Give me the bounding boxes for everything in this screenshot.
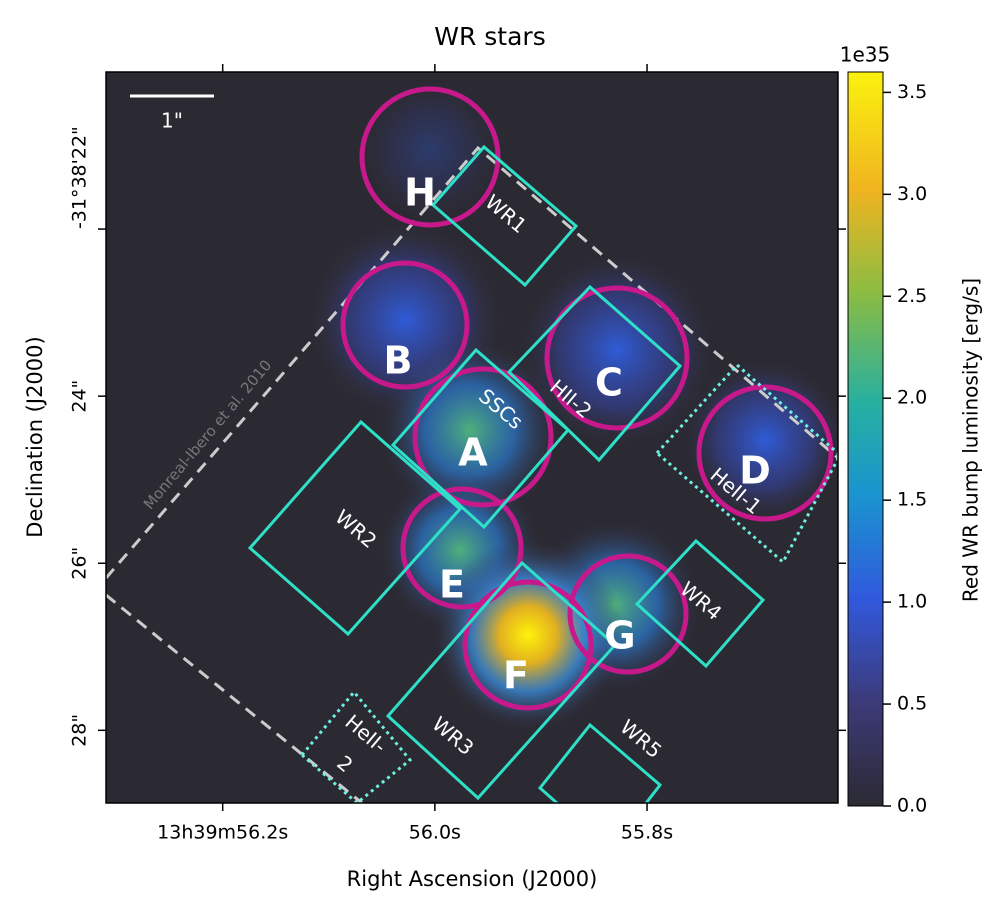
colorbar-tick-label: 1.5 <box>897 489 927 511</box>
colorbar-tick-label: 0.0 <box>897 795 927 817</box>
colorbar-tick-label: 1.0 <box>897 591 927 613</box>
y-tick-label: 24" <box>69 380 91 413</box>
scale-bar-label: 1" <box>161 109 183 133</box>
colorbar-tick-label: 2.0 <box>897 387 927 409</box>
x-tick-label: 13h39m56.2s <box>157 822 288 844</box>
chart-title: WR stars <box>434 22 546 51</box>
region-label: G <box>604 614 635 658</box>
colorbar-tick-label: 2.5 <box>897 285 927 307</box>
region-label: H <box>404 171 436 215</box>
colorbar <box>847 71 884 807</box>
y-tick-label: 28" <box>69 714 91 747</box>
plot-frame <box>105 71 839 804</box>
x-tick-label: 56.0s <box>409 822 461 844</box>
x-axis-label: Right Ascension (J2000) <box>347 867 598 891</box>
region-label: D <box>739 449 771 493</box>
x-tick-label: 55.8s <box>621 822 673 844</box>
y-tick-label: 26" <box>69 547 91 580</box>
region-label: A <box>458 431 488 475</box>
image: Monreal-Ibero et al. 2010 1" H B A C D E… <box>106 72 838 803</box>
colorbar-multiplier: 1e35 <box>840 43 890 67</box>
colorbar-tick-label: 3.0 <box>897 183 927 205</box>
colorbar-tick-label: 0.5 <box>897 693 927 715</box>
region-label: B <box>384 339 413 383</box>
region-label: C <box>595 361 623 405</box>
axes: 13h39m56.2s 56.0s 55.8s -31°38'22" 24" 26" 28"… <box>69 64 927 844</box>
region-label: E <box>439 563 465 607</box>
y-axis-label: Declination (J2000) <box>23 336 47 537</box>
y-tick-label: -31°38'22" <box>69 126 91 229</box>
colorbar-tick-label: 3.5 <box>897 81 927 103</box>
colorbar-label: Red WR bump luminosity [erg/s] <box>959 278 983 602</box>
region-label: F <box>503 654 529 698</box>
